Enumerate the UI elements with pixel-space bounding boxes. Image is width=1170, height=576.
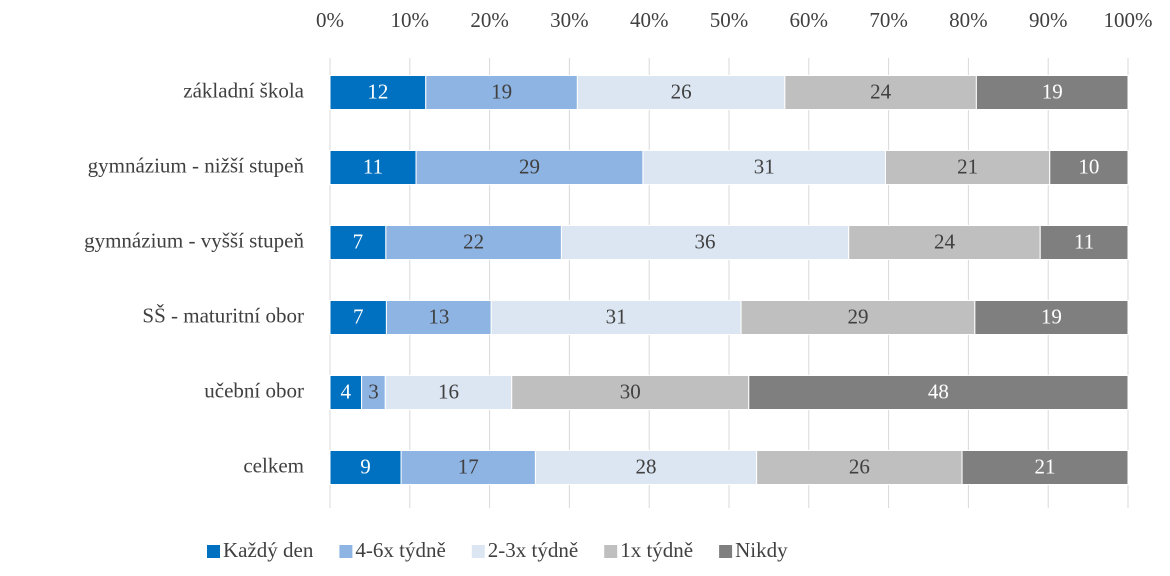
data-label: 13 bbox=[428, 304, 449, 328]
y-tick-label: gymnázium - nižší stupeň bbox=[88, 153, 305, 177]
x-tick-label: 0% bbox=[316, 8, 344, 32]
bar-segment bbox=[756, 450, 963, 485]
data-label: 31 bbox=[606, 304, 627, 328]
bar-segment bbox=[975, 75, 1129, 110]
bar-segment bbox=[329, 450, 402, 485]
y-tick-label: celkem bbox=[243, 453, 304, 477]
data-label: 19 bbox=[491, 79, 512, 103]
y-tick-label: gymnázium - vyšší stupeň bbox=[84, 228, 304, 252]
bar-segment bbox=[884, 150, 1051, 185]
data-label: 17 bbox=[458, 454, 479, 478]
y-tick-label: základní škola bbox=[183, 78, 304, 102]
bar-segment bbox=[534, 450, 758, 485]
x-tick-label: 80% bbox=[949, 8, 988, 32]
x-tick-label: 100% bbox=[1104, 8, 1153, 32]
legend-label: Nikdy bbox=[735, 538, 788, 562]
data-label: 29 bbox=[519, 154, 540, 178]
bar-segment bbox=[329, 375, 363, 410]
data-label: 9 bbox=[360, 454, 371, 478]
data-label: 4 bbox=[341, 379, 352, 403]
bar-segment bbox=[425, 75, 578, 110]
data-label: 10 bbox=[1078, 154, 1099, 178]
data-label: 48 bbox=[928, 379, 949, 403]
data-label: 11 bbox=[1074, 229, 1094, 253]
y-tick-label: učební obor bbox=[204, 378, 304, 402]
data-label: 24 bbox=[870, 79, 892, 103]
legend-label: 1x týdně bbox=[620, 538, 693, 562]
bar-segment bbox=[329, 225, 387, 260]
data-label: 24 bbox=[934, 229, 956, 253]
data-label: 12 bbox=[367, 79, 388, 103]
bar-segment bbox=[784, 75, 977, 110]
data-label: 26 bbox=[671, 79, 692, 103]
x-tick-label: 50% bbox=[710, 8, 749, 32]
legend-label: Každý den bbox=[223, 538, 314, 562]
legend-swatch bbox=[471, 545, 485, 558]
data-label: 16 bbox=[438, 379, 459, 403]
bar-segment bbox=[748, 375, 1129, 410]
x-tick-label: 40% bbox=[630, 8, 669, 32]
legend-swatch bbox=[339, 545, 353, 558]
data-label: 11 bbox=[363, 154, 383, 178]
data-label: 19 bbox=[1042, 79, 1063, 103]
bar-segment bbox=[511, 375, 750, 410]
data-label: 21 bbox=[1035, 454, 1056, 478]
data-label: 28 bbox=[636, 454, 657, 478]
bar-segment bbox=[490, 300, 742, 335]
data-label: 26 bbox=[849, 454, 870, 478]
legend-swatch bbox=[207, 545, 220, 558]
bar-segment bbox=[961, 450, 1129, 485]
data-label: 7 bbox=[353, 304, 364, 328]
bar-segment bbox=[329, 300, 387, 335]
bar-segment bbox=[1039, 225, 1129, 260]
legend-swatch bbox=[719, 545, 733, 558]
legend-label: 2-3x týdně bbox=[488, 538, 578, 562]
bar-segment bbox=[329, 150, 417, 185]
x-tick-label: 60% bbox=[790, 8, 829, 32]
bar-segment bbox=[385, 225, 562, 260]
legend-swatch bbox=[604, 545, 618, 558]
data-label: 36 bbox=[695, 229, 716, 253]
bar-segment bbox=[385, 300, 492, 335]
bar-segment bbox=[400, 450, 536, 485]
data-label: 7 bbox=[353, 229, 364, 253]
bar-segment bbox=[974, 300, 1129, 335]
bar-segment bbox=[415, 150, 644, 185]
x-tick-label: 90% bbox=[1029, 8, 1068, 32]
x-tick-label: 20% bbox=[470, 8, 509, 32]
bar-segment bbox=[1049, 150, 1129, 185]
x-tick-label: 10% bbox=[391, 8, 430, 32]
bar-segment bbox=[560, 225, 850, 260]
data-label: 3 bbox=[368, 379, 379, 403]
data-label: 21 bbox=[957, 154, 978, 178]
legend-label: 4-6x týdně bbox=[355, 538, 445, 562]
data-label: 30 bbox=[620, 379, 641, 403]
bar-segment bbox=[740, 300, 976, 335]
y-tick-label: SŠ - maturitní obor bbox=[142, 303, 304, 327]
bar-segment bbox=[329, 75, 427, 110]
data-label: 22 bbox=[463, 229, 484, 253]
data-label: 29 bbox=[847, 304, 868, 328]
data-label: 31 bbox=[754, 154, 775, 178]
bar-segment bbox=[848, 225, 1041, 260]
x-tick-label: 70% bbox=[869, 8, 908, 32]
data-label: 19 bbox=[1041, 304, 1062, 328]
x-tick-label: 30% bbox=[550, 8, 589, 32]
